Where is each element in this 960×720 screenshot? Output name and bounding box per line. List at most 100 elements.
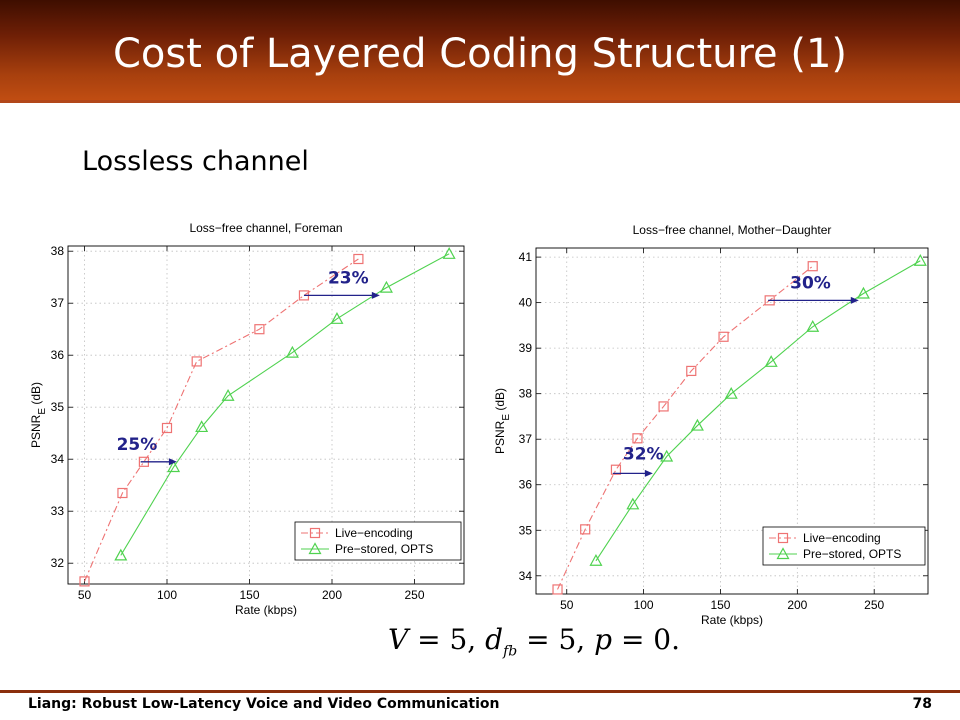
annotation-arrow-head bbox=[168, 458, 177, 466]
footer-rule bbox=[0, 690, 960, 693]
data-point bbox=[632, 433, 643, 444]
data-point bbox=[221, 389, 235, 401]
annotation-arrow-head bbox=[371, 291, 380, 299]
x-axis-label: Rate (kbps) bbox=[235, 603, 297, 617]
y-tick-label: 40 bbox=[519, 296, 533, 310]
data-point bbox=[580, 524, 591, 535]
legend-box bbox=[294, 521, 462, 561]
formula-v-eq: = 5, bbox=[408, 623, 486, 656]
y-tick-label: 34 bbox=[51, 452, 65, 466]
data-point bbox=[724, 386, 738, 399]
annotation-label: 30% bbox=[790, 273, 831, 293]
data-point bbox=[626, 497, 640, 510]
y-axis-label-sub: E bbox=[501, 414, 512, 421]
chart-mother-daughter: 50 100 150 200 250 34 35 36 37 38 39 40 41 Loss−free … bbox=[493, 223, 929, 627]
slide-title: Cost of Layered Coding Structure (1) bbox=[112, 31, 848, 77]
data-point bbox=[379, 280, 393, 293]
data-point bbox=[330, 312, 344, 324]
title-rule bbox=[0, 100, 960, 103]
y-axis-label-main: PSNR bbox=[493, 420, 507, 454]
data-point bbox=[589, 554, 603, 566]
data-point bbox=[658, 401, 669, 412]
y-axis-label: PSNRE (dB) bbox=[29, 382, 48, 448]
annotation-arrow-head bbox=[644, 469, 653, 477]
data-point bbox=[856, 286, 870, 299]
y-tick-label: 38 bbox=[519, 387, 533, 401]
data-point bbox=[114, 548, 128, 561]
data-point bbox=[806, 320, 820, 332]
y-tick-label: 38 bbox=[51, 244, 65, 258]
legend-label: Pre−stored, OPTS bbox=[335, 542, 433, 556]
page-number: 78 bbox=[912, 696, 932, 712]
data-point bbox=[285, 345, 299, 358]
chart-title: Loss−free channel, Mother−Daughter bbox=[633, 223, 832, 237]
y-tick-label: 32 bbox=[51, 556, 65, 570]
series-live-encoding bbox=[79, 253, 364, 587]
series-line bbox=[557, 265, 814, 590]
legend-marker bbox=[777, 532, 789, 544]
y-tick-label: 41 bbox=[519, 250, 533, 264]
y-tick-label: 39 bbox=[519, 341, 533, 355]
series-pre-stored bbox=[114, 247, 456, 561]
legend: Live−encoding Pre−stored, OPTS bbox=[294, 521, 462, 561]
data-point bbox=[79, 576, 90, 587]
data-point bbox=[552, 584, 563, 595]
x-tick-label: 150 bbox=[239, 588, 259, 602]
formula-d: d bbox=[485, 623, 504, 656]
annotation-label: 32% bbox=[623, 444, 664, 464]
chart-title: Loss−free channel, Foreman bbox=[189, 221, 342, 235]
data-point bbox=[353, 253, 364, 265]
y-axis-label-unit: (dB) bbox=[493, 388, 507, 414]
y-axis-label-unit: (dB) bbox=[29, 382, 43, 408]
legend-marker bbox=[776, 547, 790, 560]
y-tick-label: 37 bbox=[519, 432, 533, 446]
y-tick-label: 33 bbox=[51, 504, 65, 518]
x-tick-label: 200 bbox=[787, 598, 807, 612]
x-tick-label: 200 bbox=[322, 588, 342, 602]
formula-d-eq: = 5, bbox=[517, 623, 595, 656]
y-tick-label: 35 bbox=[519, 523, 533, 537]
y-tick-label: 35 bbox=[51, 400, 65, 414]
formula-d-sub: fb bbox=[503, 643, 518, 660]
x-tick-label: 150 bbox=[710, 598, 730, 612]
data-point bbox=[117, 487, 128, 499]
data-point bbox=[807, 261, 818, 272]
footer-credit: Liang: Robust Low-Latency Voice and Vide… bbox=[28, 696, 500, 712]
data-point bbox=[254, 324, 265, 335]
x-tick-label: 250 bbox=[404, 588, 424, 602]
legend-label: Live−encoding bbox=[803, 531, 881, 545]
data-point bbox=[690, 418, 704, 431]
data-point bbox=[913, 254, 927, 266]
series-line bbox=[120, 253, 450, 556]
slide-subtitle: Lossless channel bbox=[82, 146, 309, 177]
data-point bbox=[764, 355, 778, 367]
y-tick-label: 36 bbox=[51, 348, 65, 362]
x-tick-label: 50 bbox=[78, 588, 92, 602]
legend-box bbox=[762, 526, 926, 566]
y-tick-label: 37 bbox=[51, 296, 65, 310]
x-tick-label: 100 bbox=[157, 588, 177, 602]
x-axis-label: Rate (kbps) bbox=[701, 613, 763, 627]
annotation-label: 25% bbox=[117, 435, 158, 455]
data-point bbox=[686, 365, 697, 377]
data-point bbox=[610, 464, 622, 475]
legend-marker bbox=[309, 527, 321, 539]
x-tick-label: 100 bbox=[634, 598, 654, 612]
y-tick-label: 34 bbox=[519, 569, 533, 583]
data-point bbox=[442, 247, 456, 259]
series-line bbox=[83, 258, 359, 582]
data-point bbox=[195, 420, 209, 433]
formula-p: p bbox=[594, 623, 613, 656]
data-point bbox=[718, 331, 729, 342]
formula-v: V bbox=[388, 623, 409, 656]
y-axis-label-main: PSNR bbox=[29, 414, 43, 448]
parameter-formula: V = 5, dfb = 5, p = 0. bbox=[388, 622, 680, 670]
series-pre-stored bbox=[589, 254, 927, 566]
x-tick-label: 250 bbox=[864, 598, 884, 612]
x-tick-label: 50 bbox=[560, 598, 574, 612]
legend-marker bbox=[308, 542, 322, 555]
legend-label: Pre−stored, OPTS bbox=[803, 547, 901, 561]
data-point bbox=[660, 449, 674, 462]
y-tick-label: 36 bbox=[519, 478, 533, 492]
formula-p-eq: = 0. bbox=[612, 623, 681, 656]
